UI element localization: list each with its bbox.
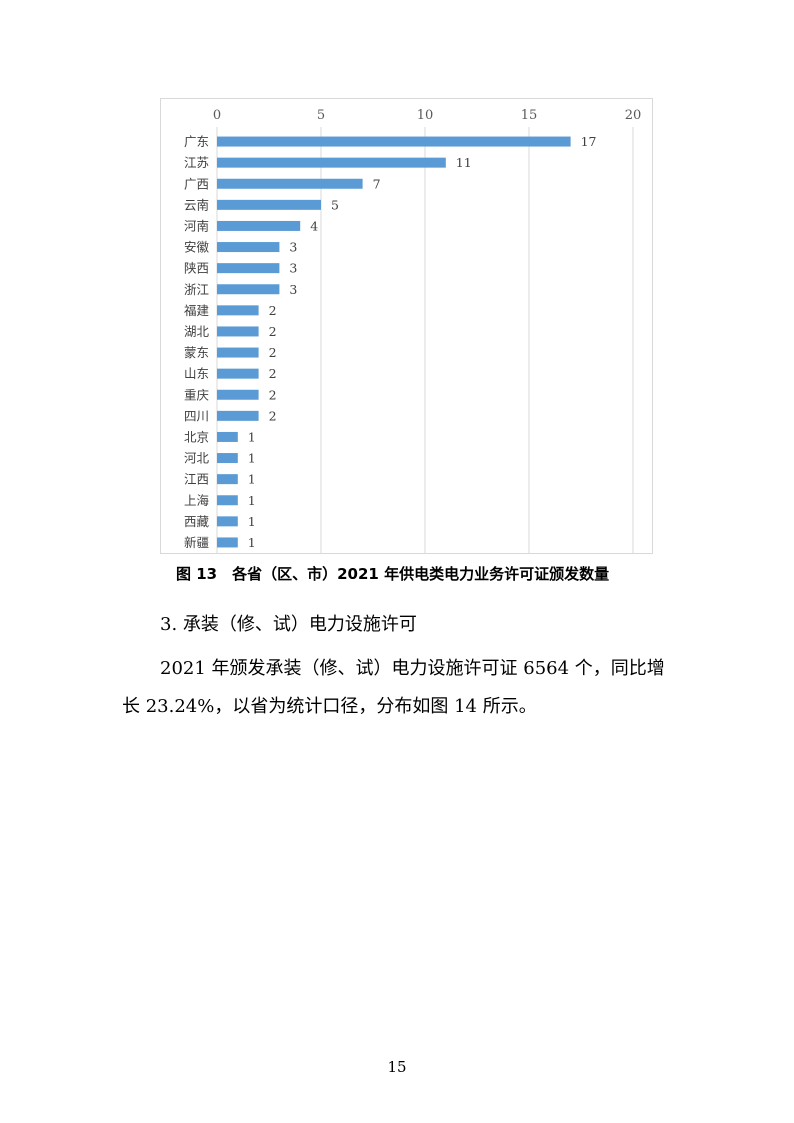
category-label: 广东 <box>184 134 209 149</box>
bar <box>217 347 259 358</box>
category-label: 上海 <box>184 493 210 508</box>
data-label: 7 <box>373 176 381 191</box>
data-label: 1 <box>248 493 256 508</box>
bar <box>217 199 321 210</box>
data-label: 1 <box>248 472 256 487</box>
bar <box>217 178 363 189</box>
data-label: 2 <box>269 366 277 381</box>
data-label: 3 <box>289 261 297 276</box>
data-label: 11 <box>456 155 472 170</box>
category-label: 江苏 <box>184 155 209 170</box>
data-label: 1 <box>248 451 256 466</box>
category-label: 西藏 <box>184 514 210 529</box>
body-paragraph: 2021 年颁发承装（修、试）电力设施许可证 6564 个，同比增长 23.24… <box>122 658 665 717</box>
bar <box>217 474 238 485</box>
bar <box>217 495 238 506</box>
x-tick-label: 0 <box>213 108 221 123</box>
category-label: 广西 <box>184 176 209 191</box>
bar <box>217 516 238 527</box>
bar-chart: 0 5 10 15 20 广东 17 江苏 11 广西 7 云南 5 河南 4 安徽 3 陕西 3 浙江 3 福建 2 湖北 2… <box>160 98 653 554</box>
x-tick-label: 10 <box>417 108 434 123</box>
bar <box>217 537 238 548</box>
category-label: 河南 <box>184 218 209 233</box>
x-tick-label: 5 <box>317 108 325 123</box>
bar <box>217 263 280 274</box>
bar <box>217 368 259 379</box>
bar <box>217 326 259 337</box>
category-label: 新疆 <box>184 535 209 550</box>
data-label: 4 <box>310 218 318 233</box>
category-label: 四川 <box>184 408 209 423</box>
data-label: 2 <box>269 324 277 339</box>
bar <box>217 136 571 147</box>
data-label: 1 <box>248 535 256 550</box>
category-label: 浙江 <box>184 282 209 297</box>
data-label: 2 <box>269 387 277 402</box>
data-label: 17 <box>581 134 597 149</box>
bar <box>217 157 446 168</box>
bar <box>217 453 238 464</box>
category-label: 湖北 <box>184 324 210 339</box>
category-label: 安徽 <box>184 240 210 255</box>
bar <box>217 410 259 421</box>
data-label: 1 <box>248 429 256 444</box>
bar <box>217 284 280 295</box>
data-label: 2 <box>269 345 277 360</box>
category-label: 北京 <box>184 429 209 444</box>
bar <box>217 220 301 231</box>
bar <box>217 389 259 400</box>
data-label: 3 <box>289 240 297 255</box>
page-number: 15 <box>387 1058 407 1076</box>
category-label: 江西 <box>184 472 209 487</box>
bar <box>217 431 238 442</box>
bar <box>217 242 280 253</box>
figure-caption: 图 13 各省（区、市）2021 年供电类电力业务许可证颁发数量 <box>176 565 610 583</box>
data-label: 3 <box>289 282 297 297</box>
category-label: 重庆 <box>184 387 210 402</box>
category-label: 蒙东 <box>184 345 209 360</box>
data-label: 1 <box>248 514 256 529</box>
category-label: 河北 <box>184 451 210 466</box>
data-label: 2 <box>269 408 277 423</box>
section-heading: 3. 承装（修、试）电力设施许可 <box>160 614 417 635</box>
bar <box>217 305 259 316</box>
data-label: 2 <box>269 303 277 318</box>
x-tick-label: 20 <box>625 108 642 123</box>
data-label: 5 <box>331 197 339 212</box>
x-tick-label: 15 <box>521 108 538 123</box>
category-label: 陕西 <box>184 261 209 276</box>
category-label: 山东 <box>184 366 209 381</box>
category-label: 福建 <box>184 303 210 318</box>
category-label: 云南 <box>184 197 209 212</box>
